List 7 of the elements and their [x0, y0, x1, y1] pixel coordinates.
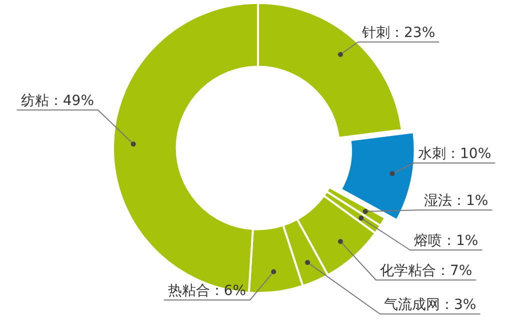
slice-label: 化学粘合：7% — [380, 263, 472, 279]
slice-label: 熔喷：1% — [414, 233, 478, 249]
slice-label: 气流成网：3% — [384, 297, 476, 313]
slice-label: 水刺：10% — [418, 146, 492, 162]
slice-label: 湿法：1% — [424, 193, 488, 209]
slice-label: 针刺：23% — [361, 25, 436, 41]
slice-label: 纺粘：49% — [20, 93, 94, 109]
